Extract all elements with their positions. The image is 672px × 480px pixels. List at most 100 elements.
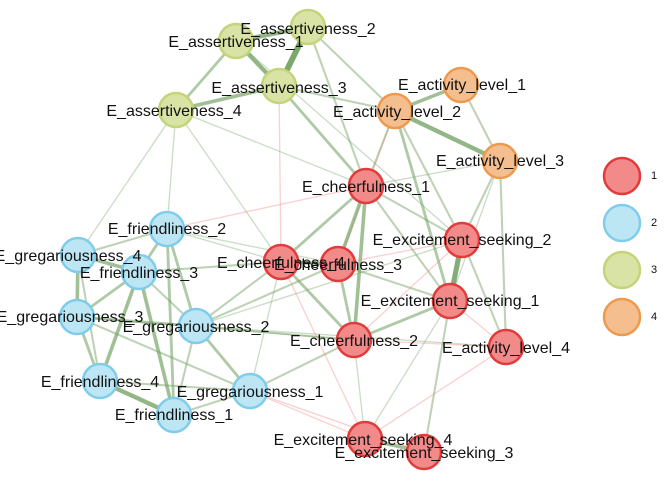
edge-as4-ch4 xyxy=(175,109,282,263)
node-ch1[interactable] xyxy=(347,167,385,205)
node-as3[interactable] xyxy=(260,67,298,105)
node-gr2[interactable] xyxy=(177,307,215,345)
node-gr1[interactable] xyxy=(231,372,269,410)
edge-al3-ch1 xyxy=(365,160,501,187)
node-label-fr2: E_friendliness_2 xyxy=(108,221,226,238)
node-label-es1: E_excitement_seeking_1 xyxy=(361,293,540,310)
legend-key-2 xyxy=(602,203,642,243)
edge-fr2-ch4 xyxy=(166,228,282,263)
edge-fr1-fr2 xyxy=(165,227,176,417)
edge-gr1-fr4 xyxy=(98,379,252,393)
edge-ch4-gr1 xyxy=(249,261,282,392)
node-fr2[interactable] xyxy=(148,210,186,248)
legend-label-4: 4 xyxy=(651,311,657,323)
node-ch3[interactable] xyxy=(319,245,357,283)
node-label-gr1: E_gregariousness_1 xyxy=(177,384,324,401)
edge-gr1-es4 xyxy=(249,390,366,440)
node-al2[interactable] xyxy=(376,92,414,130)
legend-key-4 xyxy=(602,297,642,337)
edge-ch1-es2 xyxy=(364,184,464,242)
edge-gr1-gr3 xyxy=(75,315,252,393)
node-as2[interactable] xyxy=(289,8,327,46)
node-label-as4: E_assertiveness_4 xyxy=(106,103,241,120)
edge-ch2-gr2 xyxy=(194,324,356,342)
node-es3[interactable] xyxy=(405,433,443,471)
node-gr4[interactable] xyxy=(59,236,97,274)
edge-es2-gr2 xyxy=(195,239,463,327)
edge-es2-al4 xyxy=(460,238,508,349)
legend-label-1: 1 xyxy=(651,170,657,182)
node-fr1[interactable] xyxy=(155,396,193,434)
edge-fr3-fr4 xyxy=(98,270,141,383)
edge-ch2-gr1 xyxy=(248,338,356,393)
edge-as2-al2 xyxy=(306,25,397,113)
node-label-ch2: E_cheerfulness_2 xyxy=(290,333,418,350)
legend-key-1 xyxy=(602,156,642,196)
edge-gr2-gr3 xyxy=(75,315,198,328)
node-ch4[interactable] xyxy=(262,243,300,281)
node-label-al1: E_activity_level_1 xyxy=(398,77,526,94)
legend-label-2: 2 xyxy=(651,217,657,229)
edge-fr2-ch1 xyxy=(166,185,367,230)
node-label-as2: E_assertiveness_2 xyxy=(240,21,375,38)
edge-es1-es4 xyxy=(364,300,451,440)
edge-ch3-es2 xyxy=(337,239,463,265)
node-label-es3: E_excitement_seeking_3 xyxy=(335,445,514,462)
node-label-gr4: E_gregariousness_4 xyxy=(0,248,141,265)
edge-as4-fr2 xyxy=(166,109,177,230)
edge-es2-ch2 xyxy=(353,239,463,341)
node-label-es2: E_excitement_seeking_2 xyxy=(373,232,552,249)
node-label-fr3: E_friendliness_3 xyxy=(80,265,198,282)
node-label-al3: E_activity_level_3 xyxy=(436,153,564,170)
node-label-ch4: E_cheerfulness_4 xyxy=(217,255,345,272)
edge-ch4-fr3 xyxy=(137,260,283,274)
edge-es1-es3 xyxy=(422,299,452,454)
node-al3[interactable] xyxy=(481,142,519,180)
node-ch2[interactable] xyxy=(335,321,373,359)
node-al1[interactable] xyxy=(442,66,480,104)
edge-as3-ch1 xyxy=(277,84,368,188)
node-al4[interactable] xyxy=(487,328,525,366)
nodes-layer xyxy=(58,8,525,471)
edge-as2-ch1 xyxy=(306,25,368,188)
legend-label-3: 3 xyxy=(651,264,657,276)
edge-ch1-es1 xyxy=(364,184,452,303)
edge-al3-al4 xyxy=(498,159,508,349)
edge-ch1-ch4 xyxy=(279,184,368,264)
node-label-as3: E_assertiveness_3 xyxy=(211,80,346,97)
edge-as4-gr4 xyxy=(77,109,177,256)
edge-gr3-ch2 xyxy=(76,316,355,341)
edge-al4-es4 xyxy=(364,346,507,440)
node-as1[interactable] xyxy=(217,22,255,60)
node-label-ch3: E_cheerfulness_3 xyxy=(274,257,402,274)
node-as4[interactable] xyxy=(157,91,195,129)
node-es1[interactable] xyxy=(431,282,469,320)
edge-fr2-ch3 xyxy=(166,228,339,265)
edge-al2-es1 xyxy=(393,109,452,303)
edge-as3-al2 xyxy=(277,84,397,113)
node-label-fr4: E_friendliness_4 xyxy=(41,374,159,391)
node-label-ch1: E_cheerfulness_1 xyxy=(302,179,430,196)
node-label-al2: E_activity_level_2 xyxy=(333,104,461,121)
edge-as4-ch1 xyxy=(175,109,367,187)
edge-ch1-ch2 xyxy=(352,184,368,342)
node-label-al4: E_activity_level_4 xyxy=(442,340,570,357)
edge-ch3-es1 xyxy=(336,262,452,303)
edge-ch2-al4 xyxy=(353,339,507,348)
node-fr3[interactable] xyxy=(120,253,158,291)
node-label-es4: E_excitement_seeking_4 xyxy=(274,432,453,449)
node-es4[interactable] xyxy=(346,420,384,458)
edge-as3-ch4 xyxy=(278,85,282,263)
edge-ch4-es4 xyxy=(280,261,366,440)
node-fr4[interactable] xyxy=(81,362,119,400)
edge-al2-al3 xyxy=(392,108,503,164)
node-gr3[interactable] xyxy=(58,298,96,336)
edge-gr1-es3 xyxy=(249,390,425,453)
node-label-gr3: E_gregariousness_3 xyxy=(0,309,143,326)
legend: 1 2 3 4 xyxy=(602,156,657,337)
edge-al2-es2 xyxy=(393,109,464,242)
node-es2[interactable] xyxy=(443,221,481,259)
edge-ch3-gr2 xyxy=(194,262,340,328)
node-label-gr2: E_gregariousness_2 xyxy=(123,319,270,336)
